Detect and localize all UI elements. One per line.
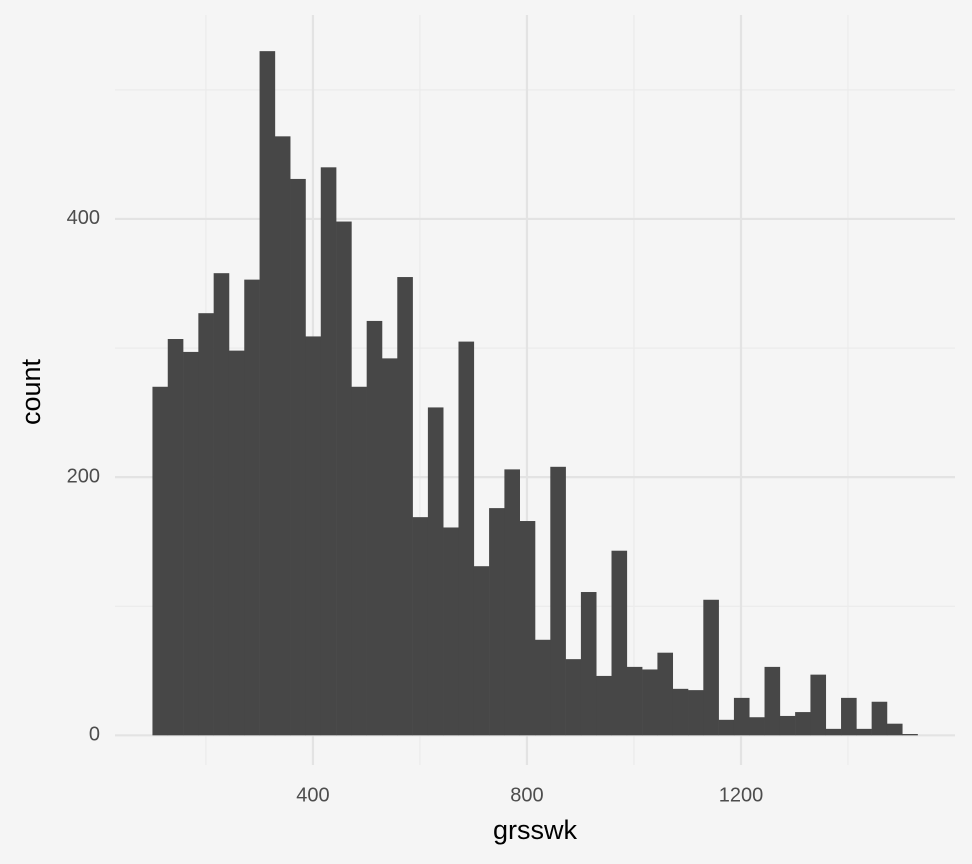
bar [596, 675, 612, 736]
bar [381, 358, 398, 736]
bar [152, 386, 169, 736]
bar [198, 313, 214, 736]
bar [580, 592, 597, 736]
bar [672, 688, 689, 736]
bar [504, 469, 520, 736]
bar [320, 167, 337, 736]
y-tick-label: 200 [67, 465, 100, 487]
bar [871, 701, 888, 736]
bar [795, 712, 811, 736]
y-tick-label: 400 [67, 207, 100, 229]
bar [856, 728, 872, 736]
bar [657, 652, 674, 736]
bar [611, 550, 628, 736]
bar [718, 719, 735, 736]
bar [810, 674, 827, 736]
bar [550, 466, 566, 736]
bar [213, 273, 230, 736]
bar [336, 221, 352, 736]
bar [290, 178, 306, 736]
bar [886, 723, 903, 736]
bar [183, 351, 199, 736]
bar [228, 350, 245, 736]
bar [642, 669, 658, 736]
x-tick-label: 400 [296, 784, 329, 806]
x-tick-label: 800 [510, 784, 543, 806]
bar [825, 728, 842, 736]
bar [703, 599, 719, 736]
bar [427, 407, 444, 736]
bar [565, 659, 582, 736]
bar [259, 51, 276, 736]
bar [412, 517, 429, 736]
bar [779, 715, 796, 736]
bar [397, 277, 413, 736]
y-tick-label: 0 [89, 724, 100, 746]
x-tick-label: 1200 [719, 784, 764, 806]
bar [626, 666, 643, 736]
bar [443, 527, 459, 736]
bar [764, 666, 781, 736]
bar [841, 697, 857, 736]
bar [274, 136, 291, 736]
bar [244, 279, 260, 736]
bar [519, 521, 536, 736]
bar [305, 336, 322, 736]
bar [351, 386, 367, 736]
bar [902, 734, 918, 736]
bar [733, 697, 750, 736]
bar [473, 566, 490, 736]
bar [366, 320, 383, 736]
x-axis-label: grsswk [493, 815, 578, 845]
bar [535, 639, 551, 736]
bar [458, 341, 475, 736]
bar [167, 339, 184, 736]
bar [749, 717, 765, 736]
bars [152, 51, 918, 736]
bar [489, 508, 505, 736]
y-axis-label: count [16, 358, 46, 425]
bar [688, 690, 704, 736]
